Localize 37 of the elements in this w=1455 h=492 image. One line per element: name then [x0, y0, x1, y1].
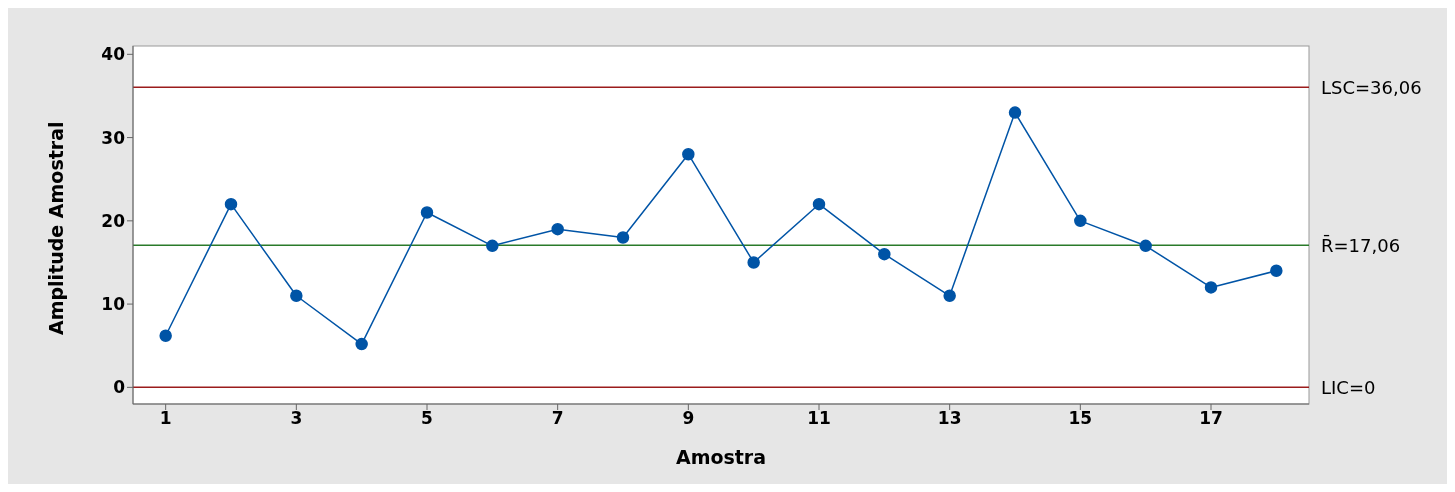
y-tick-label: 30	[101, 127, 126, 148]
point	[551, 222, 564, 236]
x-tick-label: 17	[1199, 408, 1223, 429]
ref-line-label: R̄=17,06	[1321, 234, 1401, 256]
point	[616, 231, 630, 244]
x-tick-label: 5	[421, 408, 433, 429]
y-tick-label: 20	[101, 210, 126, 231]
x-tick-label: 3	[290, 408, 303, 429]
point	[1074, 214, 1087, 228]
point	[420, 206, 434, 219]
point	[1139, 239, 1152, 253]
y-tick-label: 10	[101, 294, 126, 315]
x-axis-title: Amostra	[675, 446, 767, 468]
point	[682, 147, 695, 161]
y-tick-label: 0	[113, 377, 126, 398]
x-tick-label: 15	[1068, 408, 1093, 429]
y-axis-title: Amplitude Amostral	[44, 121, 67, 335]
point	[812, 197, 826, 211]
point	[355, 337, 368, 351]
ref-line-label: LSC=36,06	[1321, 76, 1422, 98]
x-tick-label: 13	[937, 408, 962, 429]
x-tick-label: 11	[807, 408, 831, 429]
point	[290, 289, 303, 303]
point	[486, 239, 499, 253]
point	[1008, 106, 1022, 119]
x-tick-label: 7	[551, 408, 564, 429]
point	[1270, 264, 1283, 278]
point	[878, 247, 891, 261]
x-tick-label: 9	[682, 408, 695, 429]
point	[224, 197, 238, 211]
x-tick-label: 1	[159, 408, 172, 429]
y-tick-label: 40	[101, 44, 126, 65]
ref-line-label: LIC=0	[1321, 376, 1376, 398]
point	[943, 289, 956, 303]
point	[747, 256, 760, 269]
point	[159, 329, 172, 342]
point	[1204, 281, 1218, 294]
